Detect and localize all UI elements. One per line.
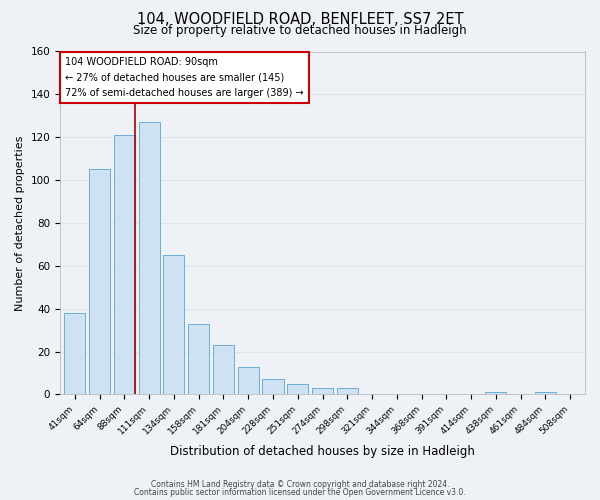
Bar (213, 345, 234, 395)
Bar (163, 255, 184, 394)
Bar (139, 122, 160, 394)
Bar (535, 392, 556, 394)
Bar (188, 324, 209, 394)
X-axis label: Distribution of detached houses by size in Hadleigh: Distribution of detached houses by size … (170, 444, 475, 458)
Bar (262, 380, 284, 394)
Bar (64, 313, 85, 394)
Y-axis label: Number of detached properties: Number of detached properties (15, 135, 25, 310)
Bar (89, 170, 110, 394)
Bar (337, 388, 358, 394)
Text: 104 WOODFIELD ROAD: 90sqm
← 27% of detached houses are smaller (145)
72% of semi: 104 WOODFIELD ROAD: 90sqm ← 27% of detac… (65, 56, 304, 98)
Bar (114, 135, 135, 394)
Text: 104, WOODFIELD ROAD, BENFLEET, SS7 2ET: 104, WOODFIELD ROAD, BENFLEET, SS7 2ET (137, 12, 463, 28)
Text: Contains HM Land Registry data © Crown copyright and database right 2024.: Contains HM Land Registry data © Crown c… (151, 480, 449, 489)
Text: Contains public sector information licensed under the Open Government Licence v3: Contains public sector information licen… (134, 488, 466, 497)
Bar (485, 392, 506, 394)
Bar (312, 388, 333, 394)
Bar (287, 384, 308, 394)
Text: Size of property relative to detached houses in Hadleigh: Size of property relative to detached ho… (133, 24, 467, 37)
Bar (238, 366, 259, 394)
